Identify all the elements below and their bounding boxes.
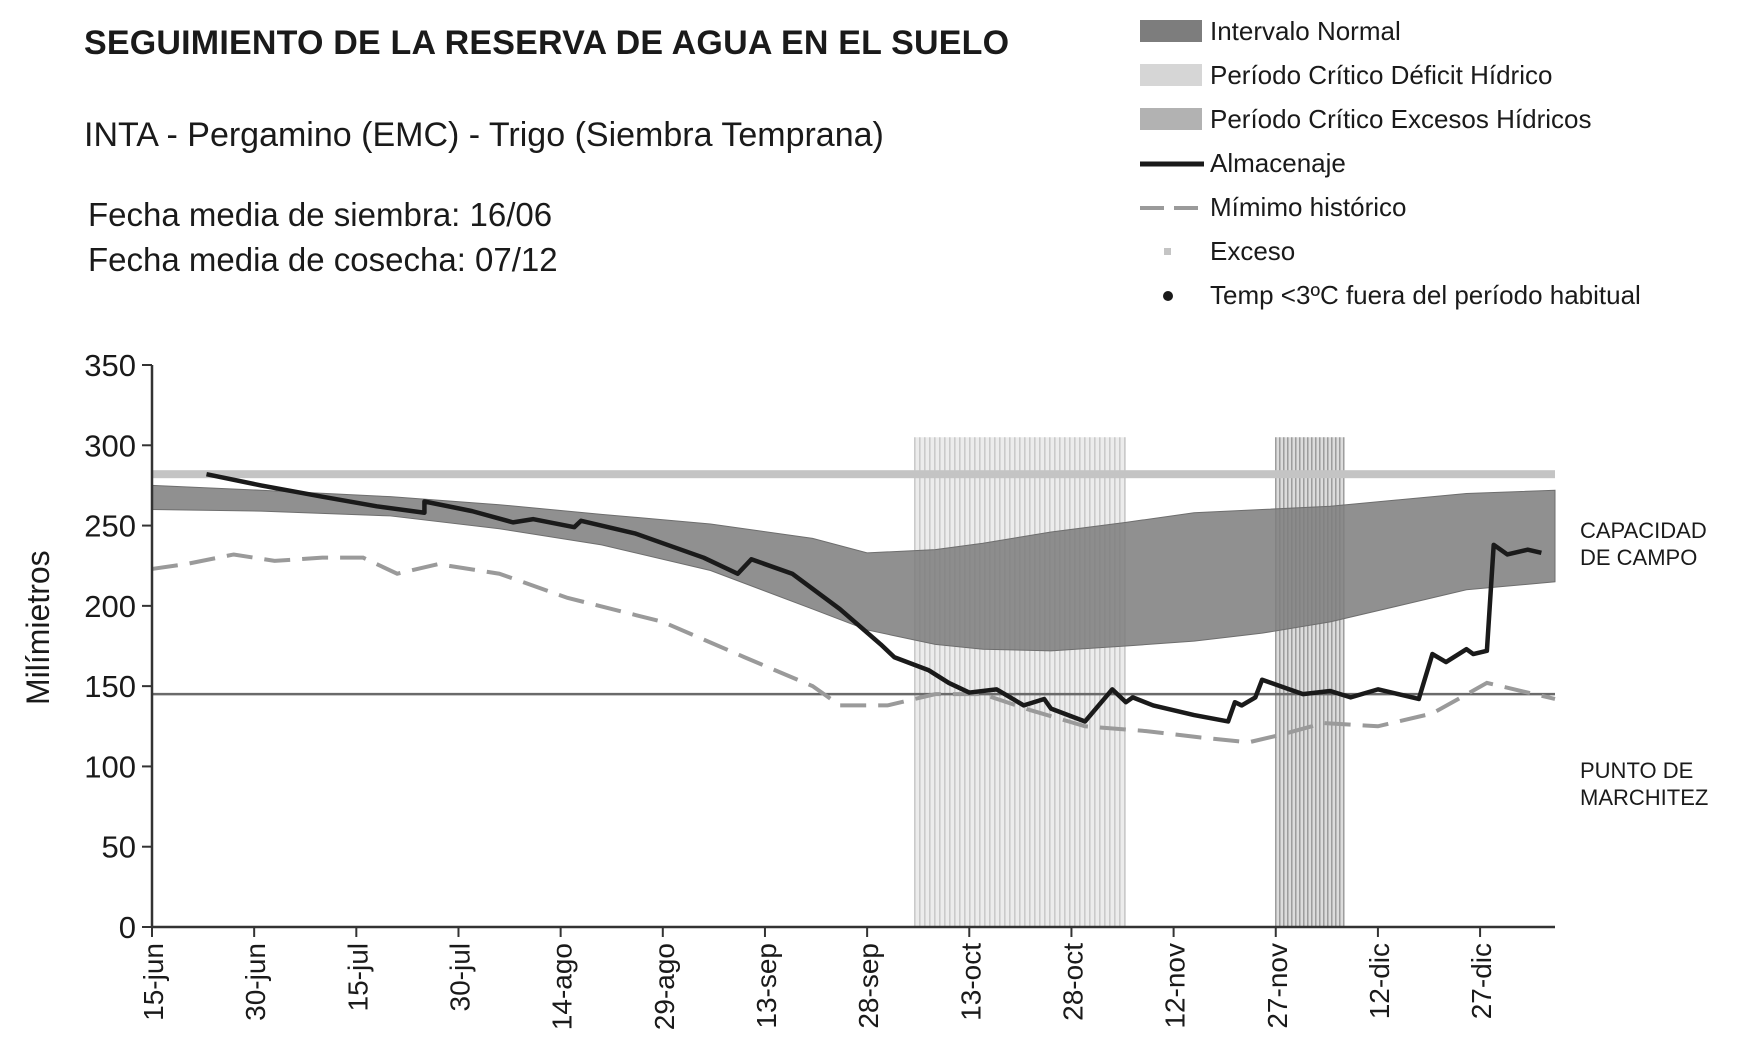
chart-title: SEGUIMIENTO DE LA RESERVA DE AGUA EN EL …	[84, 24, 1010, 62]
legend-swatch-minimo	[1140, 206, 1204, 210]
legend-label: Mímimo histórico	[1210, 192, 1407, 222]
y-tick-label: 300	[84, 428, 136, 463]
legend-label: Intervalo Normal	[1210, 16, 1401, 46]
y-tick-label: 100	[84, 749, 136, 784]
legend-label: Período Crítico Excesos Hídricos	[1210, 104, 1592, 134]
chart-subtitle: INTA - Pergamino (EMC) - Trigo (Siembra …	[84, 116, 884, 154]
y-tick-label: 50	[102, 830, 136, 865]
legend-label: Período Crítico Déficit Hídrico	[1210, 60, 1553, 90]
y-tick-label: 350	[84, 348, 136, 383]
normal-interval-area	[151, 484, 1556, 652]
legend-swatch-normal	[1140, 20, 1202, 42]
x-tick-label: 27-dic	[1466, 943, 1497, 1019]
legend-swatch-temp	[1163, 291, 1173, 301]
x-tick-label: 12-nov	[1160, 943, 1191, 1029]
y-tick-label: 150	[84, 669, 136, 704]
legend-item-almacenaje: Almacenaje	[1130, 144, 1730, 184]
legend-item-deficit: Período Crítico Déficit Hídrico	[1130, 56, 1730, 96]
legend-label: Exceso	[1210, 236, 1296, 266]
historical-minimum-line	[151, 552, 1556, 745]
y-tick-label: 0	[119, 910, 136, 945]
x-tick-label: 28-oct	[1057, 943, 1088, 1021]
field-capacity-line	[152, 470, 1555, 479]
sowing-date-text: Fecha media de siembra: 16/06	[88, 196, 553, 233]
storage-line	[206, 471, 1542, 724]
x-tick-label: 13-oct	[955, 943, 986, 1021]
legend-swatch-exceso	[1164, 248, 1171, 255]
x-tick-label: 29-ago	[649, 943, 680, 1030]
legend-item-intervalo-normal: Intervalo Normal	[1130, 12, 1730, 52]
legend-label: Temp <3ºC fuera del período habitual	[1210, 280, 1641, 310]
field-capacity-label-line2: DE CAMPO	[1580, 545, 1698, 570]
harvest-date-text: Fecha media de cosecha: 07/12	[88, 241, 558, 278]
legend-item-exceso: Exceso	[1130, 232, 1730, 272]
legend-item-minimo: Mímimo histórico	[1130, 188, 1730, 228]
field-capacity-label-line1: CAPACIDAD	[1580, 518, 1707, 543]
y-tick-label: 200	[84, 589, 136, 624]
x-tick-label: 27-nov	[1262, 943, 1293, 1029]
x-tick-label: 30-jul	[444, 943, 475, 1011]
x-tick-label: 28-sep	[853, 943, 884, 1029]
y-tick-label: 250	[84, 509, 136, 544]
legend-item-excesos: Período Crítico Excesos Hídricos	[1130, 100, 1730, 140]
legend-swatch-excesos	[1140, 108, 1202, 130]
legend-item-temp: Temp <3ºC fuera del período habitual	[1130, 276, 1730, 316]
field-capacity-label: CAPACIDAD DE CAMPO	[1580, 517, 1707, 571]
wilting-point-label-line1: PUNTO DE	[1580, 758, 1694, 783]
x-tick-label: 30-jun	[240, 943, 271, 1021]
x-tick-label: 13-sep	[751, 943, 782, 1029]
legend-swatch-almacenaje	[1140, 161, 1204, 167]
wilting-point-label-line2: MARCHITEZ	[1580, 785, 1709, 810]
x-tick-label: 14-ago	[547, 943, 578, 1030]
legend-swatch-deficit	[1140, 64, 1202, 86]
x-tick-label: 15-jul	[342, 943, 373, 1011]
wilting-point-label: PUNTO DE MARCHITEZ	[1580, 757, 1708, 811]
x-tick-label: 12-dic	[1364, 943, 1395, 1019]
x-tick-label: 15-jun	[138, 943, 169, 1021]
legend-label: Almacenaje	[1210, 148, 1346, 178]
